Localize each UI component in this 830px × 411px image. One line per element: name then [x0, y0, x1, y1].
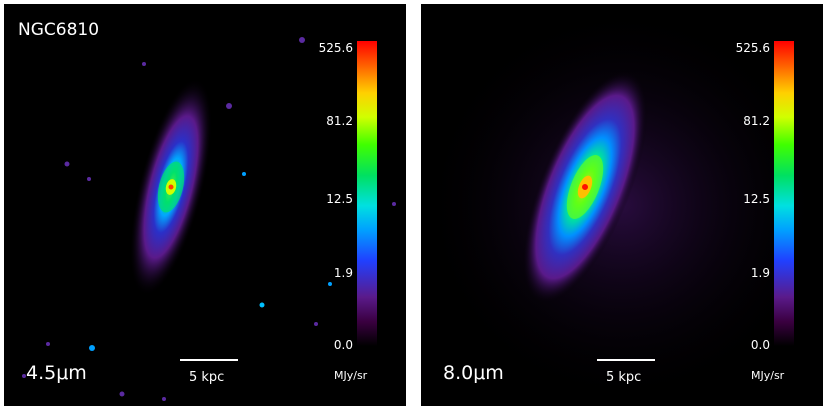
scale-bar: [597, 359, 655, 361]
galaxy-name-label: NGC6810: [18, 20, 100, 40]
colorbar-tick-min: 0.0: [333, 338, 353, 352]
colorbar: [357, 41, 377, 346]
galaxy-image-4-5um: [22, 37, 396, 401]
colorbar-tick-max: 525.6: [318, 41, 353, 55]
colorbar-tick-3: 12.5: [743, 192, 770, 206]
galaxy-image-8-0um: [421, 4, 823, 406]
colorbar-tick-min: 0.0: [750, 338, 770, 352]
colorbar: [774, 41, 794, 346]
scale-bar-label: 5 kpc: [606, 370, 642, 385]
band-label: 4.5μm: [26, 362, 87, 384]
image-panel-8-0um: 8.0μm 5 kpc 525.6 81.2 12.5 1.9 0.0 MJy/…: [421, 4, 823, 406]
colorbar-tick-2: 81.2: [326, 114, 353, 128]
colorbar-tick-4: 1.9: [333, 266, 353, 280]
band-label: 8.0μm: [443, 362, 504, 384]
scale-bar: [180, 359, 238, 361]
scale-bar-label: 5 kpc: [189, 370, 225, 385]
colorbar-tick-3: 12.5: [326, 192, 353, 206]
colorbar-unit: MJy/sr: [751, 369, 785, 382]
image-panel-4-5um: NGC6810 4.5μm 5 kpc 525.6 81.2 12.5 1.9 …: [4, 4, 406, 406]
colorbar-tick-2: 81.2: [743, 114, 770, 128]
colorbar-tick-4: 1.9: [750, 266, 770, 280]
colorbar-tick-max: 525.6: [735, 41, 770, 55]
colorbar-unit: MJy/sr: [334, 369, 368, 382]
